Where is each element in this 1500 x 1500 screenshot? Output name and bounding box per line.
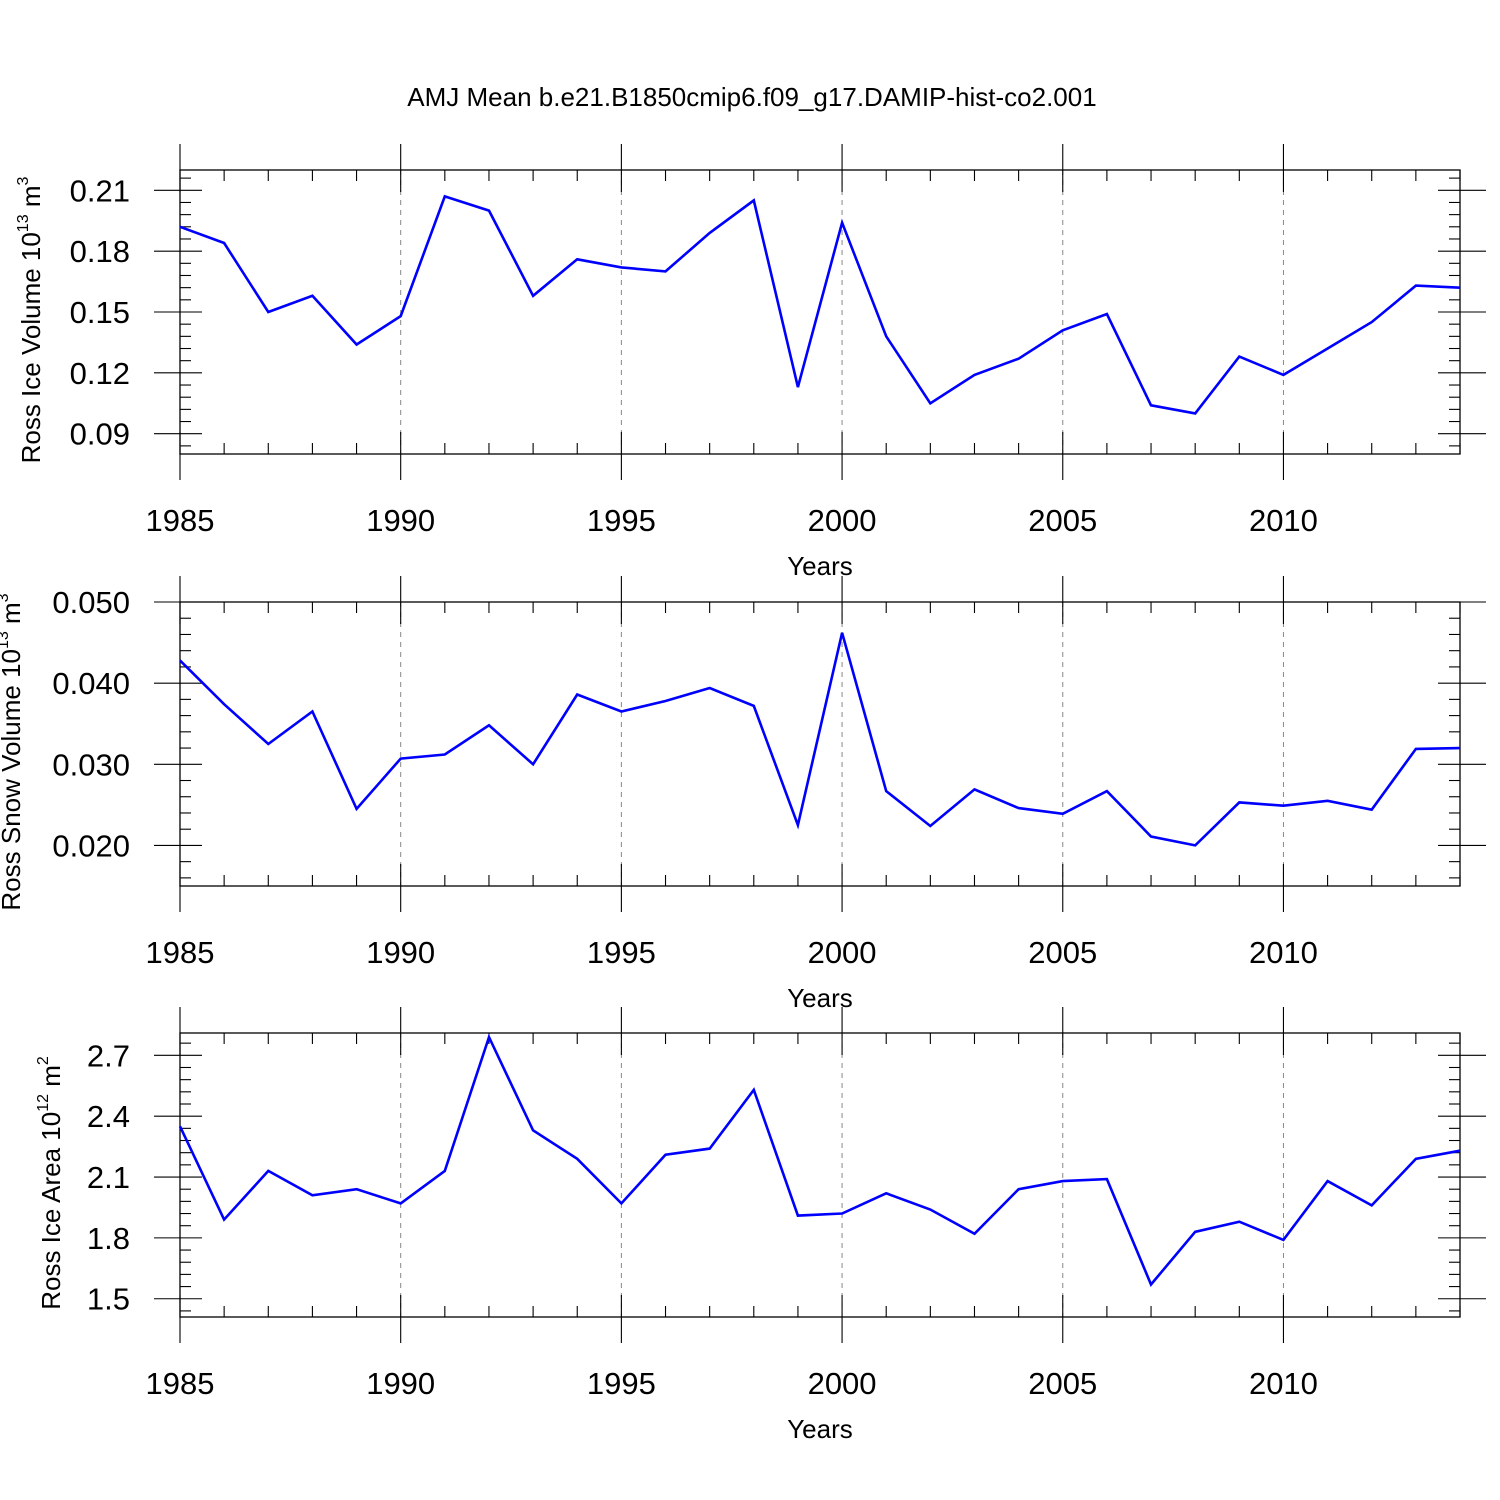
y-tick-label: 0.040 (52, 666, 130, 701)
x-tick-label: 1985 (146, 935, 215, 970)
panel-2: 1985 1990 1995 2000 2005 2010 0.020 0.030 0.040 0… (0, 576, 1486, 1013)
y-tick-label: 0.020 (52, 828, 130, 863)
y-axis-title-unit-exponent: 3 (15, 176, 32, 185)
y-axis-title-unit: m (0, 602, 26, 631)
y-tick-label: 2.7 (87, 1038, 130, 1073)
x-tick-label: 1990 (366, 1366, 435, 1401)
x-tick-label: 2000 (808, 1366, 877, 1401)
x-tick-label: 1990 (366, 503, 435, 538)
y-tick-label: 0.050 (52, 585, 130, 620)
x-tick-label: 1995 (587, 503, 656, 538)
y-axis-title: Ross Ice Area 1012 m2 (35, 1056, 66, 1310)
x-axis-title: Years (787, 1414, 853, 1444)
y-tick-label: 0.09 (70, 417, 130, 452)
series-line (179, 632, 1461, 847)
y-axis-title-unit-exponent: 2 (35, 1056, 52, 1065)
y-tick-label: 0.21 (70, 173, 130, 208)
y-tick-label: 0.18 (70, 234, 130, 269)
y-axis-title-unit-exponent: 3 (0, 593, 12, 602)
x-tick-label: 1985 (146, 1366, 215, 1401)
panel-1: 1985 1990 1995 2000 2005 2010 0.09 0.12 0.15 0.18… (15, 144, 1486, 581)
x-axis-title: Years (787, 551, 853, 581)
x-tick-label: 2000 (808, 935, 877, 970)
x-tick-label: 2010 (1249, 503, 1318, 538)
plot-frame (179, 601, 1461, 887)
y-axis-title-exponent: 12 (35, 1094, 52, 1112)
x-tick-label: 1995 (587, 1366, 656, 1401)
y-tick-label: 0.15 (70, 295, 130, 330)
panel-3: 1985 1990 1995 2000 2005 2010 1.5 1.8 2.1 2.4 2.7 Y… (35, 1007, 1486, 1444)
y-axis-title-exponent: 13 (15, 214, 32, 232)
series-line (179, 194, 1461, 415)
x-tick-label: 1995 (587, 935, 656, 970)
panels: 1985 1990 1995 2000 2005 2010 0.09 0.12 0.15 0.18… (0, 144, 1486, 1444)
y-axis-title-exponent: 13 (0, 631, 12, 649)
x-tick-label: 2010 (1249, 1366, 1318, 1401)
y-tick-label: 1.5 (87, 1282, 130, 1317)
y-tick-label: 2.4 (87, 1099, 130, 1134)
y-axis-title-main: Ross Snow Volume 10 (0, 649, 26, 911)
x-tick-label: 2010 (1249, 935, 1318, 970)
y-axis-title-main: Ross Ice Area 10 (36, 1112, 66, 1310)
y-axis-title-unit: m (36, 1065, 66, 1094)
y-axis-title: Ross Snow Volume 1013 m3 (0, 593, 26, 910)
x-tick-label: 2005 (1028, 503, 1097, 538)
x-tick-label: 1990 (366, 935, 435, 970)
x-axis-title: Years (787, 983, 853, 1013)
plot-frame (179, 169, 1461, 455)
x-tick-label: 2005 (1028, 935, 1097, 970)
x-tick-label: 2000 (808, 503, 877, 538)
figure-title: AMJ Mean b.e21.B1850cmip6.f09_g17.DAMIP-… (407, 82, 1096, 112)
y-axis-title-main: Ross Ice Volume 10 (16, 232, 46, 463)
x-tick-label: 1985 (146, 503, 215, 538)
y-tick-label: 2.1 (87, 1160, 130, 1195)
y-tick-label: 0.12 (70, 356, 130, 391)
x-tick-label: 2005 (1028, 1366, 1097, 1401)
y-axis-title: Ross Ice Volume 1013 m3 (15, 176, 46, 463)
y-tick-label: 1.8 (87, 1221, 130, 1256)
series-line (178, 1033, 1461, 1287)
y-tick-label: 0.030 (52, 747, 130, 782)
plot-frame (179, 1032, 1461, 1318)
y-axis-title-unit: m (16, 185, 46, 214)
